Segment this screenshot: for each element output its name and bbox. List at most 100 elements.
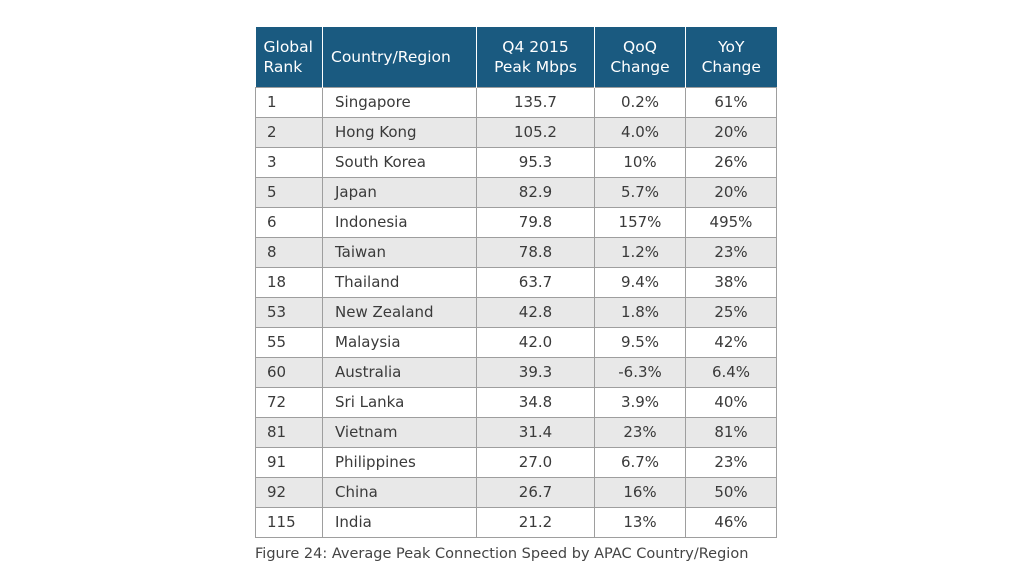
table-header-row: Global Rank Country/Region Q4 2015 Peak Mbps… xyxy=(255,27,777,87)
cell-peak-mbps: 63.7 xyxy=(476,266,595,298)
cell-country: Vietnam xyxy=(322,416,477,448)
cell-country: China xyxy=(322,476,477,508)
cell-yoy-change: 25% xyxy=(685,296,777,328)
cell-yoy-change: 46% xyxy=(685,506,777,538)
table-row: 91 Philippines 27.0 6.7% 23% xyxy=(255,446,777,478)
cell-peak-mbps: 82.9 xyxy=(476,176,595,208)
cell-country: Australia xyxy=(322,356,477,388)
cell-country: Taiwan xyxy=(322,236,477,268)
header-country-region-line: Country/Region xyxy=(331,47,451,66)
cell-peak-mbps: 42.8 xyxy=(476,296,595,328)
cell-country: Philippines xyxy=(322,446,477,478)
header-qoq-change: QoQ Change xyxy=(594,27,686,87)
cell-peak-mbps: 95.3 xyxy=(476,146,595,178)
cell-qoq-change: -6.3% xyxy=(594,356,686,388)
cell-rank: 60 xyxy=(255,356,323,388)
cell-country: New Zealand xyxy=(322,296,477,328)
cell-yoy-change: 40% xyxy=(685,386,777,418)
cell-peak-mbps: 39.3 xyxy=(476,356,595,388)
figure-caption: Figure 24: Average Peak Connection Speed… xyxy=(255,545,749,562)
table-row: 18 Thailand 63.7 9.4% 38% xyxy=(255,266,777,298)
cell-yoy-change: 23% xyxy=(685,236,777,268)
cell-yoy-change: 6.4% xyxy=(685,356,777,388)
cell-qoq-change: 6.7% xyxy=(594,446,686,478)
table-row: 3 South Korea 95.3 10% 26% xyxy=(255,146,777,178)
cell-yoy-change: 81% xyxy=(685,416,777,448)
cell-yoy-change: 42% xyxy=(685,326,777,358)
table-row: 92 China 26.7 16% 50% xyxy=(255,476,777,508)
cell-country: India xyxy=(322,506,477,538)
header-yoy-change-line: Change xyxy=(701,57,761,76)
cell-rank: 92 xyxy=(255,476,323,508)
cell-rank: 5 xyxy=(255,176,323,208)
header-qoq-change-line: Change xyxy=(610,57,670,76)
table-row: 1 Singapore 135.7 0.2% 61% xyxy=(255,86,777,118)
cell-qoq-change: 4.0% xyxy=(594,116,686,148)
cell-rank: 115 xyxy=(255,506,323,538)
table-row: 60 Australia 39.3 -6.3% 6.4% xyxy=(255,356,777,388)
cell-qoq-change: 13% xyxy=(594,506,686,538)
cell-peak-mbps: 26.7 xyxy=(476,476,595,508)
table-row: 115 India 21.2 13% 46% xyxy=(255,506,777,538)
cell-qoq-change: 1.2% xyxy=(594,236,686,268)
cell-country: Indonesia xyxy=(322,206,477,238)
cell-qoq-change: 3.9% xyxy=(594,386,686,418)
cell-peak-mbps: 42.0 xyxy=(476,326,595,358)
cell-peak-mbps: 78.8 xyxy=(476,236,595,268)
table-row: 72 Sri Lanka 34.8 3.9% 40% xyxy=(255,386,777,418)
header-peak-mbps: Q4 2015 Peak Mbps xyxy=(476,27,595,87)
table-row: 81 Vietnam 31.4 23% 81% xyxy=(255,416,777,448)
cell-qoq-change: 16% xyxy=(594,476,686,508)
header-yoy-change-line: YoY xyxy=(718,37,745,56)
header-country-region: Country/Region xyxy=(322,27,477,87)
header-peak-mbps-line: Q4 2015 xyxy=(502,37,569,56)
header-global-rank-line: Global xyxy=(263,37,313,56)
header-qoq-change-line: QoQ xyxy=(623,37,657,56)
cell-country: Japan xyxy=(322,176,477,208)
cell-country: Hong Kong xyxy=(322,116,477,148)
cell-rank: 72 xyxy=(255,386,323,418)
table-row: 2 Hong Kong 105.2 4.0% 20% xyxy=(255,116,777,148)
figure: Global Rank Country/Region Q4 2015 Peak Mbps… xyxy=(255,27,777,562)
cell-yoy-change: 495% xyxy=(685,206,777,238)
cell-rank: 8 xyxy=(255,236,323,268)
cell-country: Thailand xyxy=(322,266,477,298)
cell-rank: 6 xyxy=(255,206,323,238)
cell-country: Sri Lanka xyxy=(322,386,477,418)
header-global-rank: Global Rank xyxy=(255,27,323,87)
cell-peak-mbps: 135.7 xyxy=(476,86,595,118)
table-row: 6 Indonesia 79.8 157% 495% xyxy=(255,206,777,238)
cell-peak-mbps: 21.2 xyxy=(476,506,595,538)
cell-qoq-change: 0.2% xyxy=(594,86,686,118)
cell-yoy-change: 20% xyxy=(685,176,777,208)
cell-country: Malaysia xyxy=(322,326,477,358)
cell-yoy-change: 23% xyxy=(685,446,777,478)
cell-peak-mbps: 31.4 xyxy=(476,416,595,448)
table-row: 5 Japan 82.9 5.7% 20% xyxy=(255,176,777,208)
header-peak-mbps-line: Peak Mbps xyxy=(494,57,577,76)
cell-country: Singapore xyxy=(322,86,477,118)
table-row: 55 Malaysia 42.0 9.5% 42% xyxy=(255,326,777,358)
cell-yoy-change: 38% xyxy=(685,266,777,298)
peak-speed-table: Global Rank Country/Region Q4 2015 Peak Mbps… xyxy=(255,27,777,538)
cell-yoy-change: 61% xyxy=(685,86,777,118)
table-row: 8 Taiwan 78.8 1.2% 23% xyxy=(255,236,777,268)
table-body: 1 Singapore 135.7 0.2% 61% 2 Hong Kong 105.2 4.0… xyxy=(255,86,777,538)
header-yoy-change: YoY Change xyxy=(685,27,777,87)
cell-peak-mbps: 105.2 xyxy=(476,116,595,148)
cell-qoq-change: 5.7% xyxy=(594,176,686,208)
cell-rank: 2 xyxy=(255,116,323,148)
table-row: 53 New Zealand 42.8 1.8% 25% xyxy=(255,296,777,328)
cell-qoq-change: 9.5% xyxy=(594,326,686,358)
cell-country: South Korea xyxy=(322,146,477,178)
header-global-rank-line: Rank xyxy=(263,57,303,76)
cell-rank: 1 xyxy=(255,86,323,118)
cell-qoq-change: 10% xyxy=(594,146,686,178)
cell-qoq-change: 23% xyxy=(594,416,686,448)
cell-peak-mbps: 79.8 xyxy=(476,206,595,238)
cell-rank: 18 xyxy=(255,266,323,298)
cell-rank: 53 xyxy=(255,296,323,328)
cell-rank: 3 xyxy=(255,146,323,178)
cell-peak-mbps: 34.8 xyxy=(476,386,595,418)
cell-qoq-change: 1.8% xyxy=(594,296,686,328)
